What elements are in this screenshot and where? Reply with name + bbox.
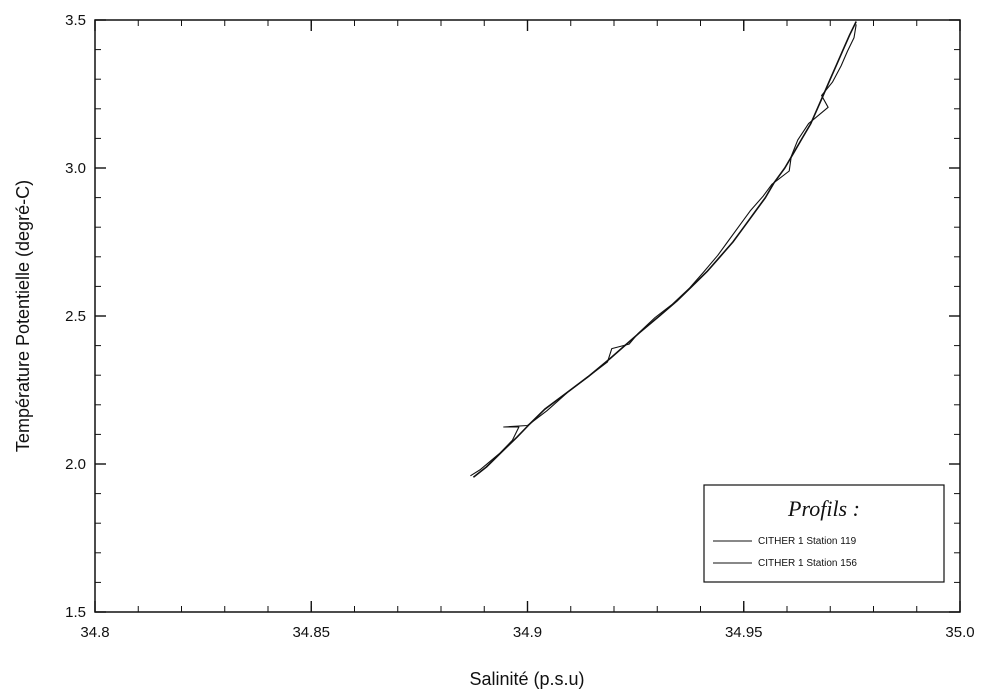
legend-label-station-156: CITHER 1 Station 156 [758,558,857,569]
series-layer [470,21,857,478]
legend-box [703,484,945,583]
x-tick-label: 34.85 [292,624,330,641]
y-tick-label: 1.5 [65,604,86,621]
x-tick-label: 34.9 [513,624,542,641]
x-tick-label: 35.0 [945,624,974,641]
legend: Profils : CITHER 1 Station 119 CITHER 1 … [703,484,945,583]
y-tick-labels: 1.5 2.0 2.5 3.0 3.5 [65,12,86,621]
series-line-1 [472,21,857,478]
x-tick-labels: 34.8 34.85 34.9 34.95 35.0 [80,624,974,641]
series-line-2 [470,24,857,477]
y-tick-label: 2.0 [65,456,86,473]
y-tick-label: 3.0 [65,160,86,177]
legend-label-station-119: CITHER 1 Station 119 [758,536,857,547]
legend-title: Profils : [787,496,860,521]
y-tick-label: 3.5 [65,12,86,29]
x-axis-title: Salinité (p.s.u) [469,669,584,689]
x-tick-label: 34.95 [725,624,763,641]
y-tick-label: 2.5 [65,308,86,325]
major-ticks [94,19,961,613]
y-axis-title: Température Potentielle (degré-C) [13,180,33,452]
x-tick-label: 34.8 [80,624,109,641]
